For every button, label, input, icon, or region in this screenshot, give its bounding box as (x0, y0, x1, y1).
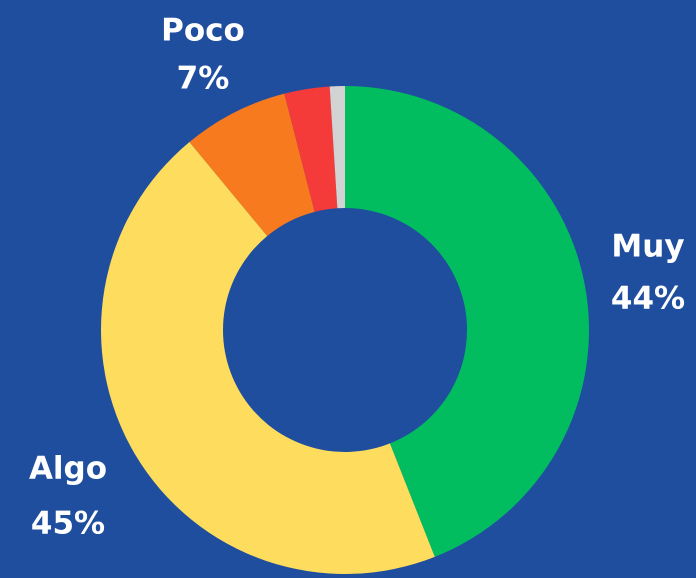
donut-slice (189, 93, 315, 236)
value-label: 7% (177, 61, 230, 97)
slice-label: Poco (161, 13, 245, 49)
donut-slice (329, 86, 345, 209)
slice-label: Algo (29, 451, 107, 487)
donut-slice (345, 86, 589, 557)
slice-label: Muy (611, 229, 684, 265)
donut-slice (101, 141, 435, 575)
value-label: 44% (611, 281, 685, 317)
donut-slice (284, 86, 338, 212)
value-label: 45% (31, 506, 105, 542)
